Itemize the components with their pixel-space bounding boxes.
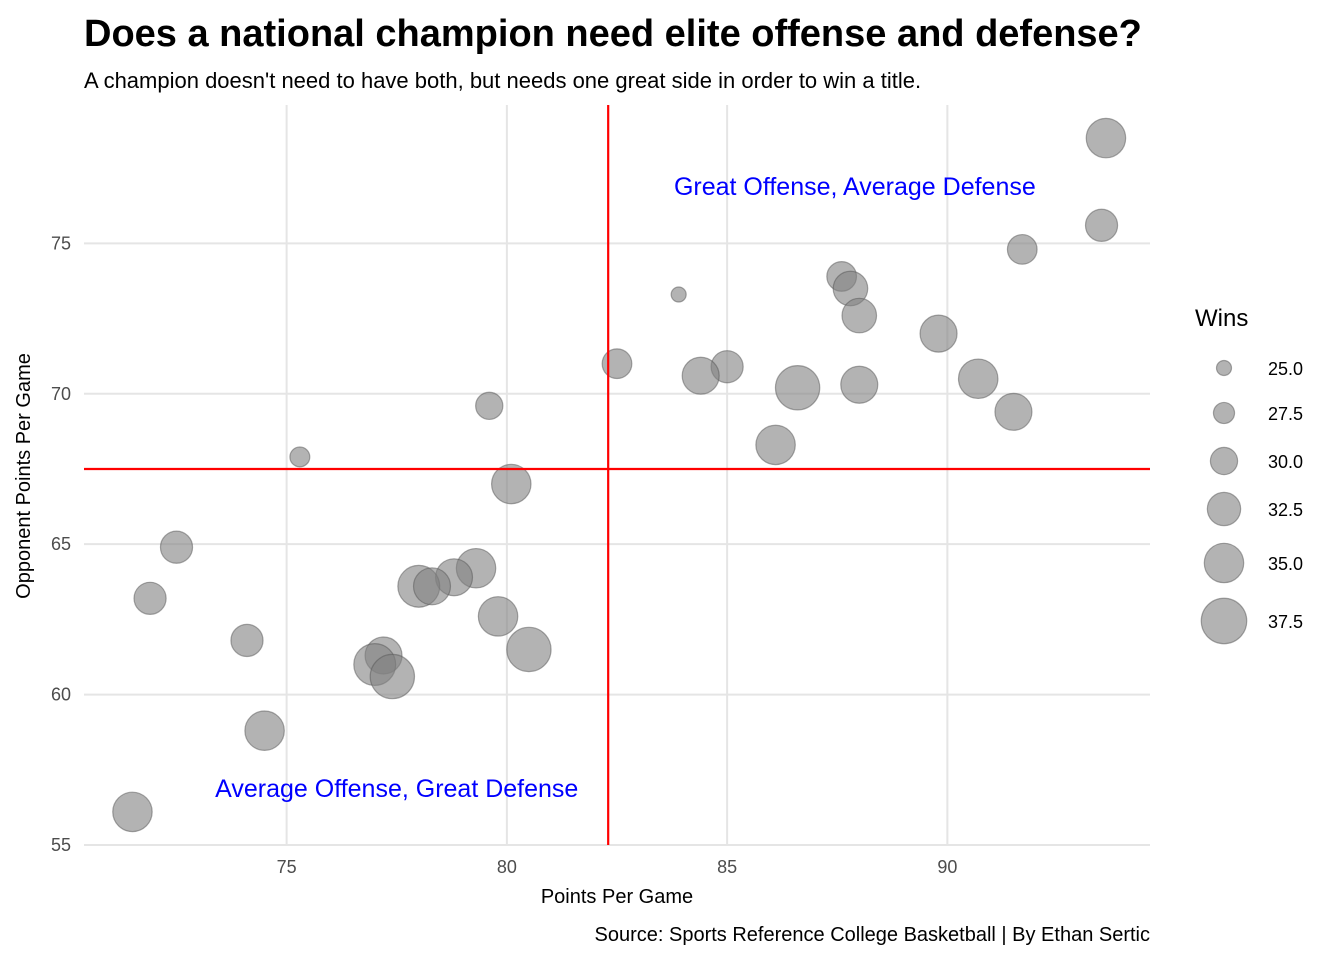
size-legend: Wins 25.0 27.5 30.0 32.5 35.0 37.5 (1195, 305, 1303, 645)
annotation-label: Average Offense, Great Defense (215, 775, 578, 803)
legend-key (1215, 359, 1233, 377)
data-point (369, 653, 416, 700)
y-axis-label: Opponent Points Per Game (13, 353, 35, 599)
y-tick-label: 60 (51, 685, 71, 705)
chart-subtitle: A champion doesn't need to have both, bu… (84, 68, 921, 93)
data-point (475, 391, 504, 421)
data-point (289, 446, 311, 468)
legend-key (1206, 491, 1242, 527)
data-point (133, 581, 167, 615)
legend-label: 25.0 (1268, 359, 1303, 379)
data-point (957, 358, 999, 400)
data-point (670, 286, 687, 303)
data-point (840, 365, 879, 404)
data-point (244, 710, 285, 751)
data-point (159, 530, 194, 564)
legend-label: 27.5 (1268, 404, 1303, 424)
x-axis-label: Points Per Game (541, 886, 693, 908)
annotations: Great Offense, Average Defense Average Of… (215, 173, 1036, 803)
legend-label: 32.5 (1268, 500, 1303, 520)
legend-key (1203, 542, 1245, 584)
data-point (755, 424, 796, 466)
data-points (112, 117, 1127, 833)
legend-key (1200, 597, 1248, 645)
x-tick-label: 75 (277, 857, 297, 877)
chart-title: Does a national champion need elite offe… (84, 13, 1142, 55)
data-point (412, 567, 452, 606)
data-point (919, 314, 958, 353)
data-point (681, 356, 720, 395)
legend-label: 37.5 (1268, 612, 1303, 632)
y-tick-label: 65 (51, 534, 71, 554)
data-point (490, 463, 532, 505)
data-point (230, 623, 264, 658)
y-tick-label: 75 (51, 233, 71, 253)
x-axis-ticks: 75 80 85 90 (277, 857, 958, 877)
x-tick-label: 90 (937, 857, 957, 877)
data-point (506, 626, 552, 673)
chart-caption: Source: Sports Reference College Basketb… (595, 924, 1150, 946)
legend-label: 30.0 (1268, 452, 1303, 472)
data-point (1006, 233, 1038, 265)
reference-lines (84, 105, 1150, 845)
data-point (1085, 117, 1127, 159)
y-tick-label: 70 (51, 384, 71, 404)
legend-title: Wins (1195, 305, 1248, 332)
y-tick-label: 55 (51, 835, 71, 855)
x-tick-label: 85 (717, 857, 737, 877)
x-tick-label: 80 (497, 857, 517, 877)
legend-label: 35.0 (1268, 554, 1303, 574)
data-point (477, 596, 519, 637)
data-point (841, 297, 878, 334)
annotation-label: Great Offense, Average Defense (674, 173, 1036, 201)
grid-lines (84, 105, 1150, 846)
data-point (112, 791, 153, 833)
data-point (994, 392, 1033, 431)
data-point (601, 348, 633, 380)
data-point (1084, 208, 1119, 242)
legend-key (1209, 446, 1239, 476)
data-point (774, 365, 821, 411)
legend-key (1212, 401, 1236, 425)
y-axis-ticks: 55 60 65 70 75 (51, 233, 71, 855)
